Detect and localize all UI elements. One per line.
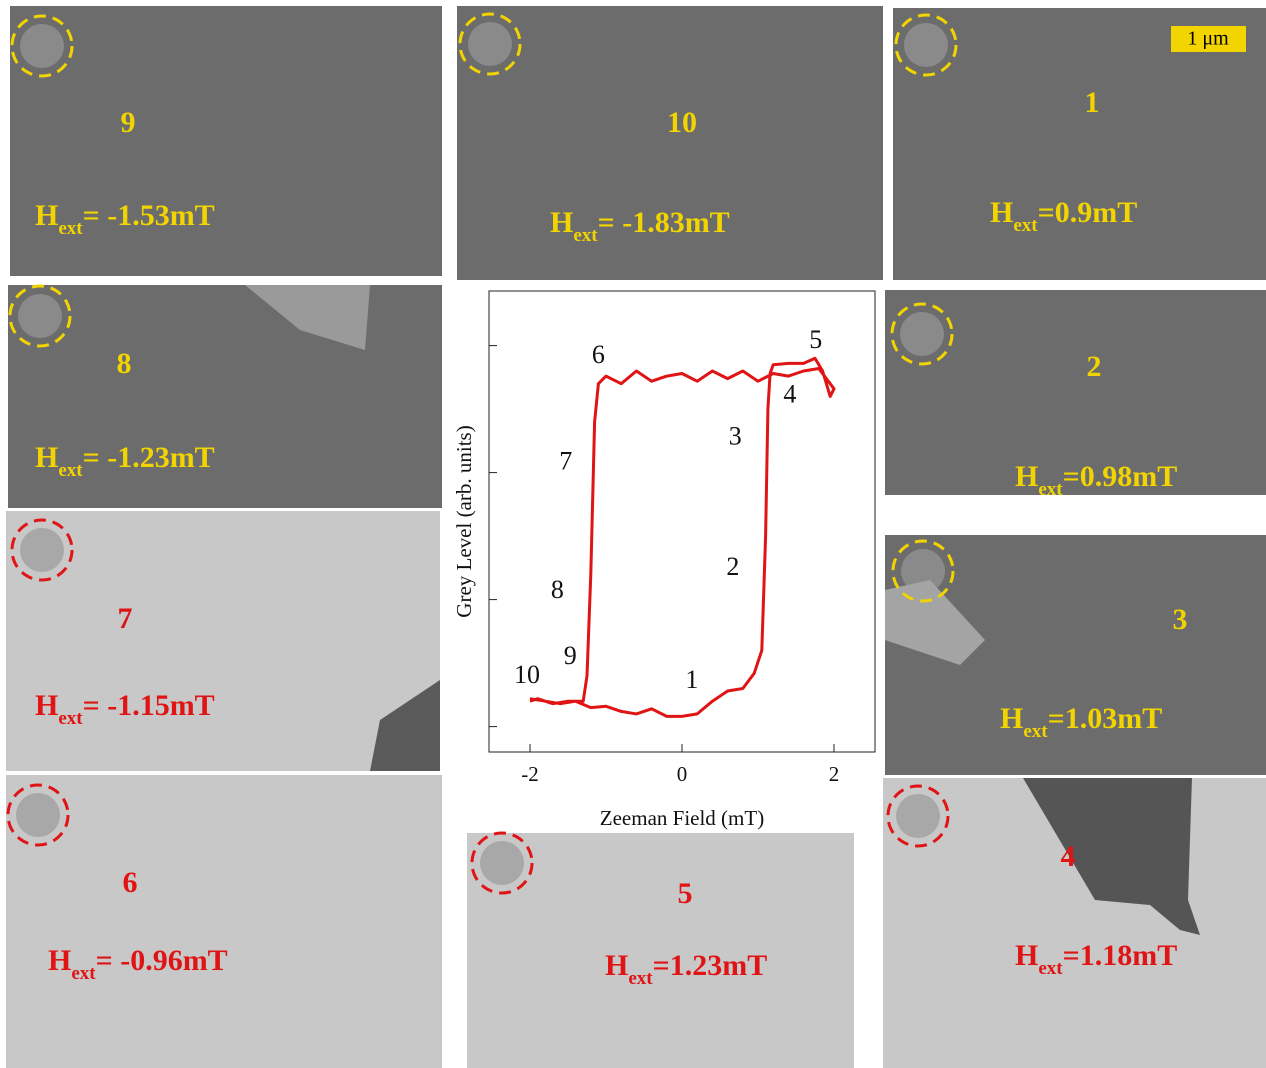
spot	[900, 312, 944, 356]
point-annotation: 1	[685, 665, 698, 694]
field-symbol: H	[35, 441, 58, 474]
scale-bar-label: 1 μm	[1187, 28, 1229, 50]
point-annotation: 6	[592, 340, 605, 369]
field-symbol: H	[605, 949, 628, 982]
field-value: = -1.53mT	[83, 199, 215, 232]
point-annotation: 10	[514, 660, 540, 689]
x-axis-label: Zeeman Field (mT)	[600, 806, 764, 830]
micrograph	[6, 775, 442, 1068]
point-annotation: 4	[783, 379, 796, 408]
x-tick-label: 0	[677, 762, 688, 786]
x-tick-label: -2	[521, 762, 539, 786]
image-number: 10	[667, 106, 697, 139]
image-number: 6	[123, 866, 138, 899]
field-subscript: ext	[628, 968, 653, 989]
spot	[20, 528, 64, 572]
image-number: 1	[1085, 86, 1100, 119]
image-number: 4	[1061, 840, 1076, 873]
field-value: =0.9mT	[1038, 196, 1138, 229]
point-annotation: 7	[559, 447, 572, 476]
point-annotation: 8	[551, 575, 564, 604]
spot	[18, 294, 62, 338]
spot	[16, 793, 60, 837]
field-value: =0.98mT	[1063, 460, 1178, 493]
image-number: 3	[1173, 603, 1188, 636]
field-symbol: H	[35, 689, 58, 722]
spot	[20, 24, 64, 68]
image-number: 8	[117, 347, 132, 380]
field-value: = -1.83mT	[598, 206, 730, 239]
field-subscript: ext	[1038, 958, 1063, 979]
field-subscript: ext	[1013, 215, 1038, 236]
field-value: =1.23mT	[653, 949, 768, 982]
spot	[480, 841, 524, 885]
field-value: = -1.23mT	[83, 441, 215, 474]
field-subscript: ext	[1038, 479, 1063, 500]
field-subscript: ext	[573, 225, 598, 246]
field-value: =1.03mT	[1048, 702, 1163, 735]
field-value: = -0.96mT	[96, 944, 228, 977]
field-symbol: H	[35, 199, 58, 232]
spot	[904, 23, 948, 67]
point-annotation: 2	[726, 552, 739, 581]
field-symbol: H	[550, 206, 573, 239]
field-subscript: ext	[1023, 721, 1048, 742]
spot	[896, 794, 940, 838]
field-symbol: H	[48, 944, 71, 977]
image-number: 5	[678, 877, 693, 910]
point-annotation: 3	[729, 421, 742, 450]
point-annotation: 9	[564, 641, 577, 670]
point-annotation: 5	[809, 325, 822, 354]
image-number: 9	[121, 106, 136, 139]
field-subscript: ext	[58, 708, 83, 729]
field-symbol: H	[1015, 939, 1038, 972]
x-tick-label: 2	[829, 762, 840, 786]
field-value: = -1.15mT	[83, 689, 215, 722]
field-symbol: H	[990, 196, 1013, 229]
field-subscript: ext	[58, 460, 83, 481]
y-axis-label: Grey Level (arb. units)	[452, 425, 476, 617]
field-value: =1.18mT	[1063, 939, 1178, 972]
figure: 9Hext= -1.53mT10Hext= -1.83mT1Hext=0.9mT…	[0, 0, 1266, 1068]
field-subscript: ext	[58, 218, 83, 239]
image-number: 2	[1087, 350, 1102, 383]
field-symbol: H	[1015, 460, 1038, 493]
field-symbol: H	[1000, 702, 1023, 735]
image-number: 7	[118, 602, 133, 635]
spot	[468, 22, 512, 66]
field-subscript: ext	[71, 963, 96, 984]
